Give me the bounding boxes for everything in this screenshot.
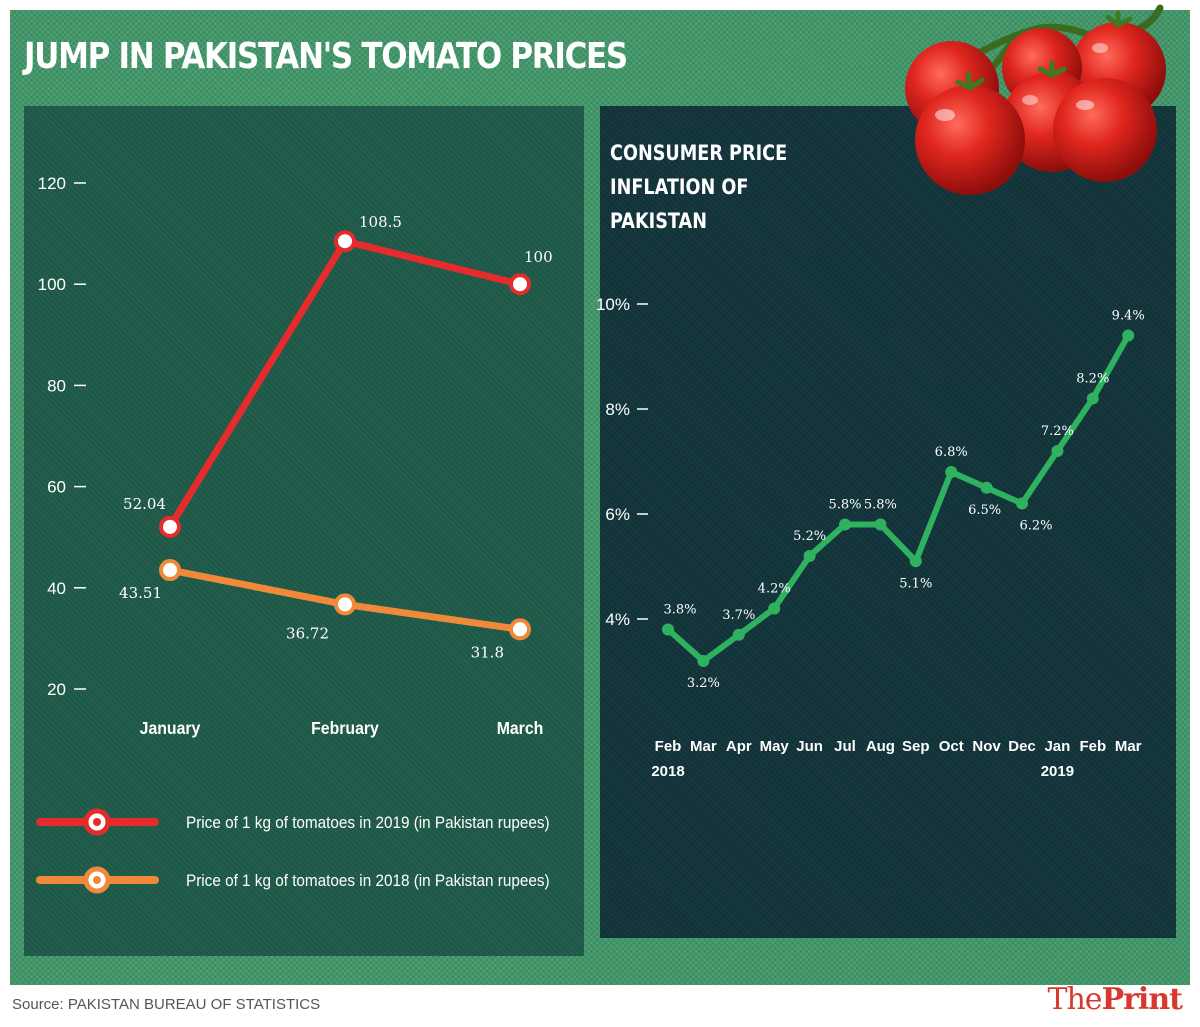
y-tick-label: 10% xyxy=(596,295,630,314)
data-label: 100 xyxy=(524,248,553,266)
data-point xyxy=(509,618,531,641)
y-tick-label: 100 xyxy=(38,275,66,294)
data-label: 5.8% xyxy=(864,498,897,513)
x-category-label: Feb xyxy=(1079,738,1106,755)
data-label: 108.5 xyxy=(359,213,402,231)
y-tick-label: 4% xyxy=(605,610,630,629)
data-label: 3.8% xyxy=(663,603,696,618)
y-tick-label: 8% xyxy=(605,400,630,419)
data-label: 6.5% xyxy=(968,503,1001,518)
x-category-label: Mar xyxy=(1115,738,1142,755)
data-point xyxy=(159,515,181,538)
data-label: 5.8% xyxy=(828,498,861,513)
x-category-label: Oct xyxy=(939,738,964,755)
series-line-2019 xyxy=(166,237,524,531)
legend-label: Price of 1 kg of tomatoes in 2018 (in Pa… xyxy=(186,871,550,890)
x-category-label: Jul xyxy=(834,738,856,755)
data-point xyxy=(509,273,531,296)
data-point xyxy=(874,518,887,531)
y-tick-label: 40 xyxy=(47,579,66,598)
inflation-panel xyxy=(600,106,1176,938)
page-title: JUMP IN PAKISTAN'S TOMATO PRICES xyxy=(24,36,628,77)
data-label: 4.2% xyxy=(758,582,791,597)
data-point xyxy=(732,628,745,641)
data-label: 3.7% xyxy=(722,608,755,623)
x-category-label: Mar xyxy=(690,738,717,755)
y-tick-label: 60 xyxy=(47,478,66,497)
brand-logo: ThePrint xyxy=(1047,982,1183,1017)
data-point xyxy=(1016,497,1028,510)
x-category-label: Feb xyxy=(655,738,682,755)
legend-swatch-dot xyxy=(93,876,101,884)
x-category-label: Sep xyxy=(902,738,930,755)
legend-label: Price of 1 kg of tomatoes in 2019 (in Pa… xyxy=(186,813,550,832)
data-label: 31.8 xyxy=(471,643,504,661)
data-label: 5.1% xyxy=(899,576,932,591)
y-tick-label: 6% xyxy=(605,505,630,524)
data-label: 7.2% xyxy=(1041,424,1074,439)
source-note: Source: PAKISTAN BUREAU OF STATISTICS xyxy=(12,996,321,1013)
x-year-label: 2018 xyxy=(651,763,684,780)
data-label: 6.8% xyxy=(935,445,968,460)
data-label: 6.2% xyxy=(1019,519,1052,534)
x-category-label: Nov xyxy=(972,738,1001,755)
inflation-line xyxy=(665,332,1132,664)
tomato-price-panel xyxy=(24,106,584,956)
y-tick-label: 80 xyxy=(47,376,66,395)
x-year-label: 2019 xyxy=(1041,763,1074,780)
tomato-cluster-illustration xyxy=(905,4,1166,195)
x-category-label: Jan xyxy=(1044,738,1070,755)
data-label: 3.2% xyxy=(687,676,720,691)
data-point xyxy=(768,602,781,615)
data-point xyxy=(1122,329,1135,342)
data-point xyxy=(1051,445,1064,457)
data-point xyxy=(909,555,922,568)
x-category-label: February xyxy=(311,718,379,738)
data-point xyxy=(803,550,816,562)
data-label: 5.2% xyxy=(793,529,826,544)
x-category-label: Jun xyxy=(796,738,823,755)
data-point xyxy=(839,518,851,531)
legend-swatch-dot xyxy=(93,818,101,826)
data-point xyxy=(159,559,181,582)
x-category-label: Dec xyxy=(1008,738,1036,755)
inflation-chart: 10% 8% 6% 4% Feb Mar Apr May Jun Jul Aug Sep Oct Nov D… xyxy=(596,295,1145,780)
data-point xyxy=(697,655,710,667)
data-point xyxy=(1086,392,1099,405)
x-category-label: Apr xyxy=(726,738,752,755)
data-label: 36.72 xyxy=(286,624,329,642)
x-category-label: March xyxy=(497,718,544,738)
x-category-label: January xyxy=(140,718,201,738)
data-label: 9.4% xyxy=(1112,309,1145,324)
x-category-label: May xyxy=(760,738,790,755)
data-point xyxy=(334,593,356,616)
tomato-price-chart: 120 100 80 60 40 20 January February March 52.04 1… xyxy=(38,174,553,738)
data-label: 52.04 xyxy=(123,495,166,513)
data-point xyxy=(334,230,356,253)
x-category-label: Aug xyxy=(866,738,895,755)
data-label: 43.51 xyxy=(119,584,162,602)
data-point xyxy=(662,623,674,636)
inflation-chart-title: CONSUMER PRICE INFLATION OF PAKISTAN xyxy=(610,141,788,233)
y-tick-label: 120 xyxy=(38,174,66,193)
tomato-price-legend: Price of 1 kg of tomatoes in 2019 (in Pa… xyxy=(36,808,550,894)
data-point xyxy=(945,466,958,478)
data-label: 8.2% xyxy=(1076,372,1109,387)
y-tick-label: 20 xyxy=(47,680,66,699)
data-point xyxy=(980,481,993,494)
